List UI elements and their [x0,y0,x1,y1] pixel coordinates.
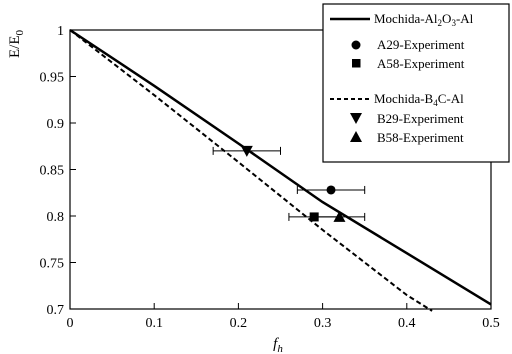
y-axis-title-main: E/E [7,36,23,59]
series-line-mochida-b4c-al [69,29,433,312]
y-tick-label: 0.7 [47,303,65,318]
ticks: 0 0.1 0.2 0.3 0.4 0.5 0.7 0.75 0.8 0.85 0.9 0.95 1 [40,24,500,331]
legend-b4c-prefix: Mochida-B [374,91,434,106]
data-point-b29-experiment [240,145,253,157]
data-point-b58-experiment [333,210,346,222]
legend-marker-b58 [350,131,362,142]
legend-marker-a29 [351,40,361,50]
legend-label-b4c: Mochida-B4C-Al [374,91,464,108]
x-tick-label: 0 [67,316,74,331]
legend-label-a58: A58-Experiment [377,56,465,71]
legend-al2o3-prefix: Mochida-Al [374,11,438,26]
legend-al2o3-sub1: 2 [438,18,443,28]
y-tick-label: 0.75 [40,257,65,272]
legend-al2o3-mid: O [442,11,451,26]
x-tick-label: 0.5 [482,316,500,331]
y-axis-title: E/E0 [7,30,26,59]
x-tick-label: 0.4 [398,316,416,331]
legend-label-b29: B29-Experiment [377,111,464,126]
plot-area [69,28,492,312]
x-axis-title-sub: h [277,343,283,354]
data-point-a29-experiment [326,185,336,195]
legend-al2o3-suffix: -Al [456,11,474,26]
legend-label-a29: A29-Experiment [377,37,465,52]
legend-marker-b29 [350,113,362,124]
series-line-mochida-al2o3-al [69,28,492,306]
legend: Mochida-Al2O3-Al A29-Experiment A58-Expe… [322,3,510,163]
y-axis-title-sub: 0 [14,30,26,36]
y-tick-label: 0.85 [40,164,65,179]
x-tick-label: 0.3 [314,316,332,331]
x-tick-label: 0.2 [230,316,248,331]
x-axis-title: fh [273,336,283,354]
legend-al2o3-sub2: 3 [451,18,456,28]
y-tick-label: 1 [57,24,64,39]
y-tick-label: 0.8 [47,210,65,225]
legend-label-b58: B58-Experiment [377,130,464,145]
legend-label-al2o3: Mochida-Al2O3-Al [374,11,474,28]
legend-b4c-sub1: 4 [433,98,438,108]
legend-b4c-suffix: C-Al [438,91,464,106]
y-tick-label: 0.95 [40,71,65,86]
y-tick-label: 0.9 [47,117,65,132]
legend-marker-a58 [352,59,361,68]
x-axis-title-main: f [273,336,279,352]
x-tick-label: 0.1 [145,316,163,331]
